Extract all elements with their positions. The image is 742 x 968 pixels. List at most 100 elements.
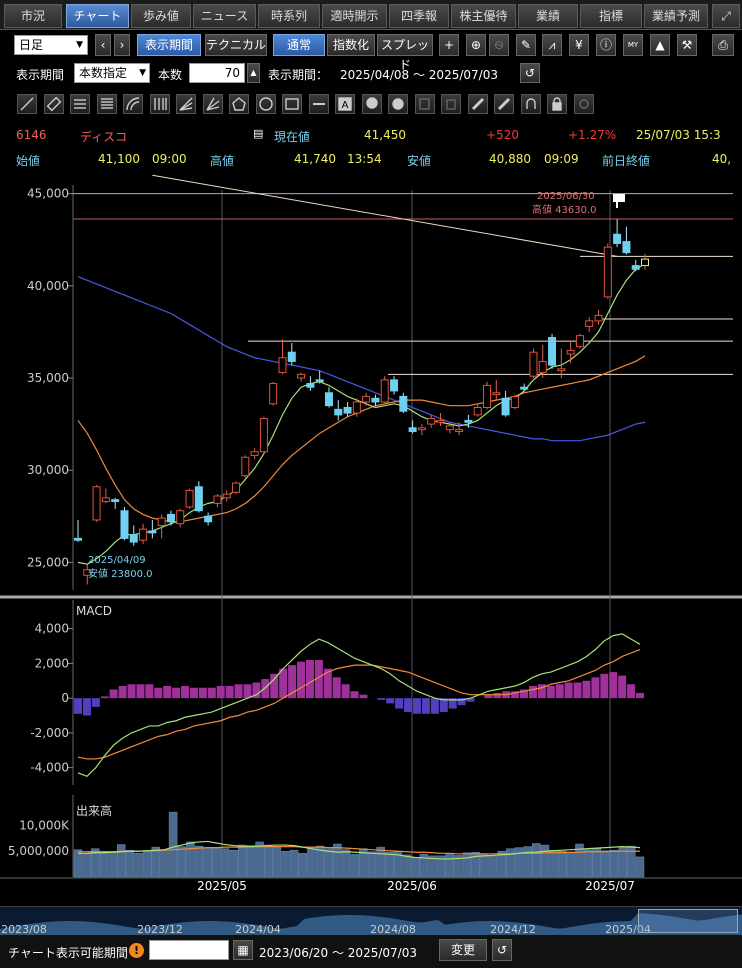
print-button[interactable]: ⎙: [712, 34, 734, 56]
rectangle-tool-button[interactable]: [282, 94, 302, 114]
volume-bar: [376, 846, 385, 878]
price-chart[interactable]: MACD 出来高 2025/05 2025/06 2025/07 45,000 40,0…: [0, 170, 742, 900]
info-icon: ⓘ: [599, 38, 612, 52]
channel-tool-button[interactable]: [149, 94, 170, 114]
macd-tick-label: -2,000: [30, 726, 69, 740]
candle-body: [139, 528, 148, 541]
pentagon-tool-button[interactable]: [229, 94, 249, 114]
candle-body: [269, 383, 278, 405]
macd-tick-label: 4,000: [35, 622, 69, 636]
footer-reset-button[interactable]: ↺: [492, 939, 512, 961]
volume-bar: [601, 850, 610, 878]
expand-button[interactable]: ⤢: [712, 4, 740, 28]
tab-disclosure[interactable]: 適時開示: [322, 4, 387, 28]
count-input[interactable]: 70: [189, 63, 245, 83]
arc-icon: [126, 97, 140, 111]
date-input[interactable]: [149, 940, 229, 960]
macd-histogram-bar: [466, 698, 475, 702]
macd-title: MACD: [76, 604, 112, 618]
change-button[interactable]: 変更: [439, 939, 487, 961]
line-tool-tool-button[interactable]: [17, 94, 37, 114]
low-annotation-date: 2025/04/09: [88, 555, 146, 566]
magnet-tool-button[interactable]: [520, 94, 541, 114]
candle-body: [501, 397, 510, 416]
area-chart-button[interactable]: ▲: [650, 34, 670, 56]
normal-button[interactable]: 通常: [273, 34, 325, 56]
signal-button[interactable]: ⩘: [542, 34, 562, 56]
wrench-icon: ⚒: [681, 38, 693, 52]
volume-bar: [480, 853, 489, 878]
fan-tool-button[interactable]: [202, 94, 223, 114]
info-button[interactable]: ⓘ: [596, 34, 616, 56]
macd-histogram-bar: [609, 672, 618, 699]
overview-strip[interactable]: 2023/08 2023/12 2024/04 2024/08 2024/12 2025/…: [0, 906, 742, 936]
volume-title: 出来高: [76, 803, 112, 818]
count-stepper[interactable]: ▲: [247, 63, 260, 83]
candle-body: [557, 368, 566, 372]
tab-tick[interactable]: 歩み値: [131, 4, 191, 28]
tab-earnings[interactable]: 業績: [518, 4, 578, 28]
tab-news[interactable]: ニュース: [193, 4, 256, 28]
tab-market[interactable]: 市況: [4, 4, 62, 28]
next-button[interactable]: ›: [114, 34, 130, 56]
fib-tool-button[interactable]: [176, 94, 196, 114]
settings-button[interactable]: ⚒: [677, 34, 697, 56]
tab-indicators[interactable]: 指標: [580, 4, 642, 28]
crosshair-button[interactable]: +: [439, 34, 459, 56]
technical-button[interactable]: テクニカル: [205, 34, 267, 56]
chevron-down-icon: ▼: [139, 68, 146, 78]
volume-bar: [410, 857, 420, 878]
macd-histogram-bar: [243, 684, 252, 699]
high-time: 13:54: [347, 152, 382, 166]
candle-body: [306, 383, 315, 388]
icon-tool-tool-button[interactable]: [361, 94, 382, 114]
hand-tool-button[interactable]: [441, 94, 461, 114]
zoom-in-button[interactable]: ⊕: [466, 34, 486, 56]
spread-button[interactable]: スプレッド: [377, 34, 433, 72]
edit-tool-button[interactable]: [494, 94, 514, 114]
macd-histogram-bar: [118, 686, 127, 699]
period-mode-select[interactable]: 本数指定 ▼: [74, 63, 150, 83]
tab-benefits[interactable]: 株主優待: [451, 4, 516, 28]
candle-body: [408, 427, 417, 432]
lock-tool-button[interactable]: [547, 94, 567, 114]
macd-histogram-bar: [386, 698, 395, 704]
tab-chart[interactable]: チャート: [66, 4, 129, 28]
candle-body: [176, 510, 185, 525]
eraser-tool-button[interactable]: [388, 94, 408, 114]
candle-body: [492, 392, 501, 396]
overview-selection-handle[interactable]: [638, 909, 738, 933]
circle-tool-button[interactable]: [255, 94, 276, 114]
ruler-tool-button[interactable]: [43, 94, 64, 114]
prev-button[interactable]: ‹: [95, 34, 111, 56]
copy-tool-button[interactable]: [414, 94, 435, 114]
index-button[interactable]: 指数化: [327, 34, 375, 56]
candle-body: [566, 349, 575, 355]
volume-bar: [566, 852, 576, 878]
lines-tool-button[interactable]: [96, 94, 117, 114]
gear-tool-button[interactable]: [573, 94, 594, 114]
zoom-out-button[interactable]: ⊖: [489, 34, 509, 56]
volume-bar: [203, 847, 212, 878]
horizontal-lines-tool-button[interactable]: [70, 94, 90, 114]
arc-tool-button[interactable]: [123, 94, 143, 114]
x-tick-label: 2025/05: [197, 879, 247, 893]
currency-button[interactable]: ¥: [569, 34, 589, 56]
display-period-button[interactable]: 表示期間: [137, 34, 201, 56]
my-chart-button[interactable]: MY: [623, 34, 643, 56]
tab-forecast[interactable]: 業績予測: [644, 4, 708, 28]
document-icon: ▤: [253, 127, 264, 140]
draw-button[interactable]: ✎: [516, 34, 536, 56]
tab-timeseries[interactable]: 時系列: [258, 4, 320, 28]
tab-shikiho[interactable]: 四季報: [389, 4, 449, 28]
period-select[interactable]: 日足 ▼: [14, 35, 88, 55]
candle-body: [204, 515, 213, 523]
macd-histogram-bar: [546, 686, 555, 699]
reset-range-button[interactable]: ↺: [520, 63, 540, 83]
volume-bar: [540, 844, 550, 878]
pen-tool-button[interactable]: [467, 94, 488, 114]
candle-body: [622, 241, 631, 254]
hline-tool-button[interactable]: [308, 94, 329, 114]
calendar-button[interactable]: ▦: [233, 940, 253, 960]
text-tool-button[interactable]: A: [335, 94, 355, 114]
